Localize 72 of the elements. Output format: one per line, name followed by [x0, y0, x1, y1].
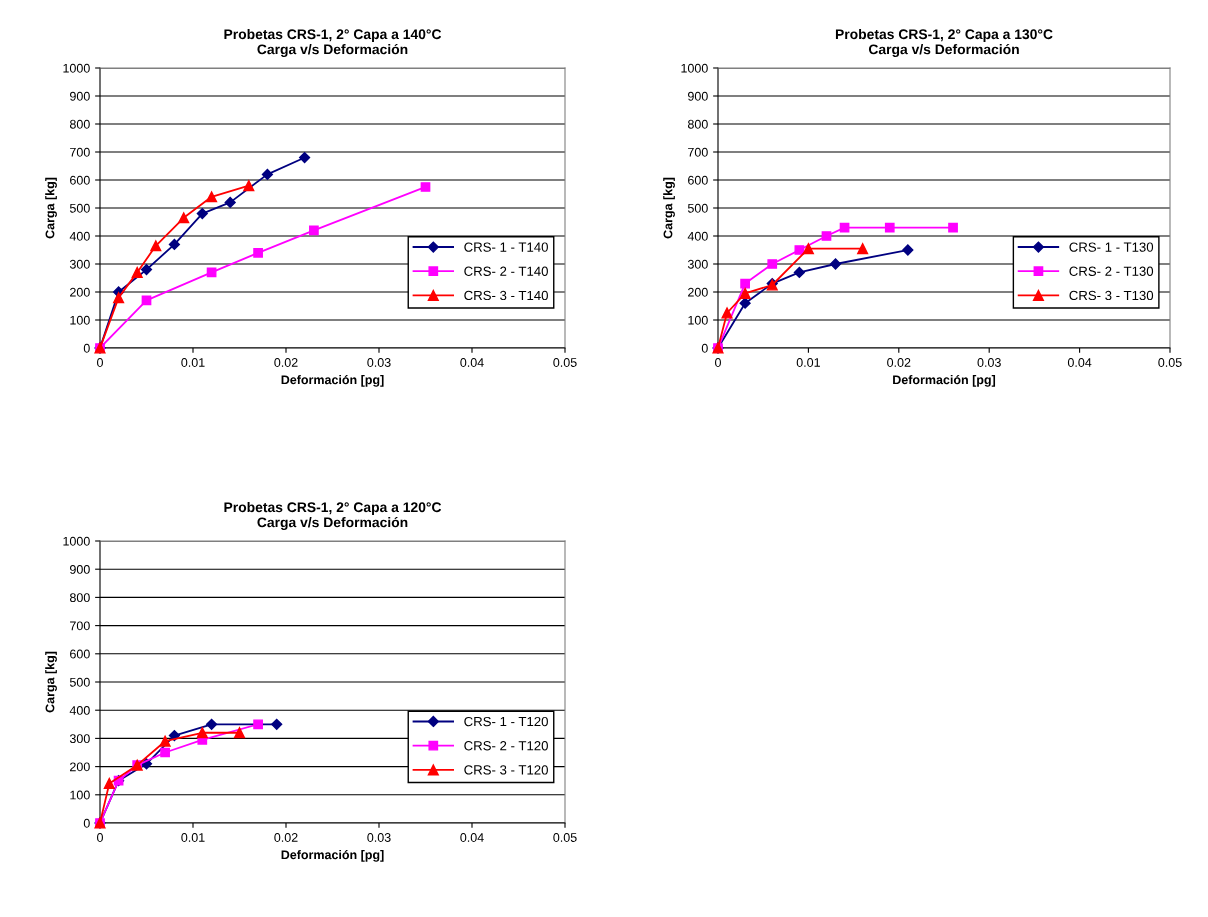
- y-tick-label: 600: [70, 649, 90, 659]
- x-tick-label: 0.05: [553, 358, 577, 367]
- y-tick-label: 0: [83, 343, 90, 353]
- x-tick-label: 0.01: [181, 833, 205, 842]
- x-tick-label: 0.03: [367, 358, 391, 367]
- y-tick-label: 800: [687, 119, 708, 129]
- legend-label: CRS- 1 - T140: [464, 242, 548, 252]
- y-tick-label: 400: [687, 231, 708, 241]
- y-tick-label: 300: [69, 259, 90, 269]
- y-tick-label: 400: [69, 231, 90, 241]
- x-tick-label: 0.04: [1067, 358, 1092, 367]
- legend-label: CRS- 3 - T130: [1069, 290, 1154, 301]
- x-tick-label: 0.05: [553, 833, 577, 842]
- x-tick-label: 0.01: [181, 358, 205, 367]
- y-tick-label: 500: [687, 203, 708, 213]
- x-tick-label: 0.03: [367, 833, 391, 842]
- x-tick-label: 0: [97, 358, 103, 367]
- y-tick-label: 900: [70, 565, 90, 574]
- x-tick-label: 0.02: [887, 358, 911, 367]
- legend-label: CRS- 3 - T120: [464, 765, 548, 775]
- x-tick-label: 0: [715, 358, 721, 367]
- y-tick-label: 700: [70, 147, 90, 157]
- y-tick-label: 300: [69, 734, 90, 744]
- y-tick-label: 400: [69, 706, 90, 715]
- chart-title: Probetas CRS-1, 2° Capa a 140°C: [224, 28, 442, 42]
- y-tick-label: 100: [70, 315, 90, 325]
- legend-label: CRS- 2 - T120: [464, 741, 548, 751]
- y-tick-label: 1000: [63, 63, 90, 73]
- x-tick-label: 0.02: [274, 833, 298, 842]
- chart-subtitle: Carga v/s Deformación: [868, 43, 1019, 58]
- legend-label: CRS- 2 - T130: [1069, 266, 1154, 276]
- y-tick-label: 300: [687, 259, 708, 269]
- legend-label: CRS- 1 - T130: [1069, 242, 1154, 252]
- x-tick-label: 0.04: [460, 358, 484, 367]
- x-tick-label: 0.01: [796, 358, 820, 367]
- x-tick-label: 0.05: [1158, 358, 1182, 367]
- y-tick-label: 900: [70, 91, 90, 101]
- y-tick-label: 0: [701, 343, 708, 353]
- y-tick-label: 100: [688, 315, 708, 325]
- y-tick-label: 200: [688, 287, 708, 297]
- legend-label: CRS- 2 - T140: [464, 266, 548, 276]
- x-axis-title: Deformación [pg]: [281, 374, 384, 387]
- y-axis-title: Carga [kg]: [45, 651, 57, 713]
- legend-label: CRS- 1 - T120: [464, 716, 548, 727]
- y-tick-label: 700: [688, 147, 708, 157]
- y-tick-label: 500: [69, 677, 90, 687]
- x-tick-label: 0.04: [460, 833, 484, 842]
- x-tick-label: 0.03: [977, 358, 1001, 367]
- y-tick-label: 800: [69, 593, 90, 603]
- chart-subtitle: Carga v/s Deformación: [257, 516, 408, 531]
- y-tick-label: 700: [70, 621, 90, 631]
- y-axis-title: Carga [kg]: [45, 177, 57, 239]
- chart-title: Probetas CRS-1, 2° Capa a 120°C: [224, 501, 442, 515]
- y-tick-label: 900: [688, 91, 708, 101]
- chart-subtitle: Carga v/s Deformación: [257, 43, 408, 58]
- y-tick-label: 1000: [681, 63, 708, 73]
- y-tick-label: 100: [70, 790, 90, 800]
- x-tick-label: 0.02: [274, 358, 298, 367]
- x-tick-label: 0: [97, 833, 103, 842]
- y-tick-label: 200: [70, 287, 90, 297]
- y-tick-label: 600: [688, 175, 708, 185]
- y-tick-label: 600: [70, 175, 90, 185]
- y-tick-label: 1000: [63, 536, 90, 546]
- y-tick-label: 0: [83, 818, 90, 828]
- x-axis-title: Deformación [pg]: [281, 849, 384, 862]
- chart-title: Probetas CRS-1, 2° Capa a 130°C: [835, 28, 1053, 42]
- legend-label: CRS- 3 - T140: [464, 290, 548, 301]
- y-tick-label: 500: [69, 203, 90, 213]
- x-axis-title: Deformación [pg]: [893, 374, 996, 387]
- y-tick-label: 200: [70, 762, 90, 772]
- y-axis-title: Carga [kg]: [663, 177, 675, 239]
- y-tick-label: 800: [69, 119, 90, 129]
